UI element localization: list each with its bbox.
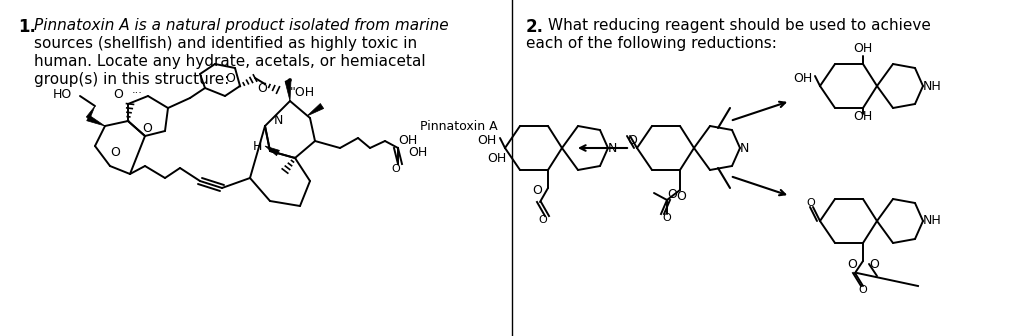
Text: 2.: 2. <box>526 18 544 36</box>
Text: OH: OH <box>853 110 872 123</box>
Text: O: O <box>676 190 686 203</box>
Text: N: N <box>608 141 617 155</box>
Text: O: O <box>667 187 677 201</box>
Text: sources (shellfish) and identified as highly toxic in: sources (shellfish) and identified as hi… <box>34 36 417 51</box>
Text: O: O <box>532 184 542 198</box>
Polygon shape <box>87 115 105 126</box>
Text: OH: OH <box>408 146 427 160</box>
Text: O: O <box>142 122 152 134</box>
Text: human. Locate any hydrate, acetals, or hemiacetal: human. Locate any hydrate, acetals, or h… <box>34 54 426 69</box>
Text: What reducing reagent should be used to achieve: What reducing reagent should be used to … <box>548 18 931 33</box>
Text: OH: OH <box>487 152 507 165</box>
Text: O: O <box>859 285 867 295</box>
Text: N: N <box>740 141 750 155</box>
Text: O: O <box>847 257 857 270</box>
Text: OH: OH <box>853 42 872 54</box>
Text: N: N <box>273 115 283 127</box>
Text: H: H <box>253 139 262 153</box>
Text: HO: HO <box>53 87 72 100</box>
Text: O: O <box>113 87 123 100</box>
Text: each of the following reductions:: each of the following reductions: <box>526 36 777 51</box>
Text: NH: NH <box>923 80 942 92</box>
Text: Pinnatoxin A is a natural product isolated from marine: Pinnatoxin A is a natural product isolat… <box>34 18 449 33</box>
Text: Pinnatoxin A: Pinnatoxin A <box>420 120 498 132</box>
Text: O: O <box>627 133 637 146</box>
Text: O: O <box>391 164 400 174</box>
Text: O: O <box>807 198 815 208</box>
Text: group(s) in this structure:: group(s) in this structure: <box>34 72 229 87</box>
Text: NH: NH <box>923 214 942 227</box>
Text: OH: OH <box>398 134 417 148</box>
Polygon shape <box>307 103 324 116</box>
Text: O: O <box>663 213 672 223</box>
Polygon shape <box>285 81 291 101</box>
Text: O: O <box>869 257 879 270</box>
Polygon shape <box>86 106 95 119</box>
Text: OH: OH <box>477 133 496 146</box>
Text: OH: OH <box>794 72 813 84</box>
Text: 1.: 1. <box>18 18 36 36</box>
Polygon shape <box>265 146 280 156</box>
Text: ...: ... <box>132 85 143 95</box>
Text: O: O <box>539 215 548 225</box>
Text: O: O <box>225 72 234 84</box>
Text: O: O <box>110 146 120 160</box>
Text: "OH: "OH <box>290 85 315 98</box>
Text: O: O <box>257 82 267 94</box>
